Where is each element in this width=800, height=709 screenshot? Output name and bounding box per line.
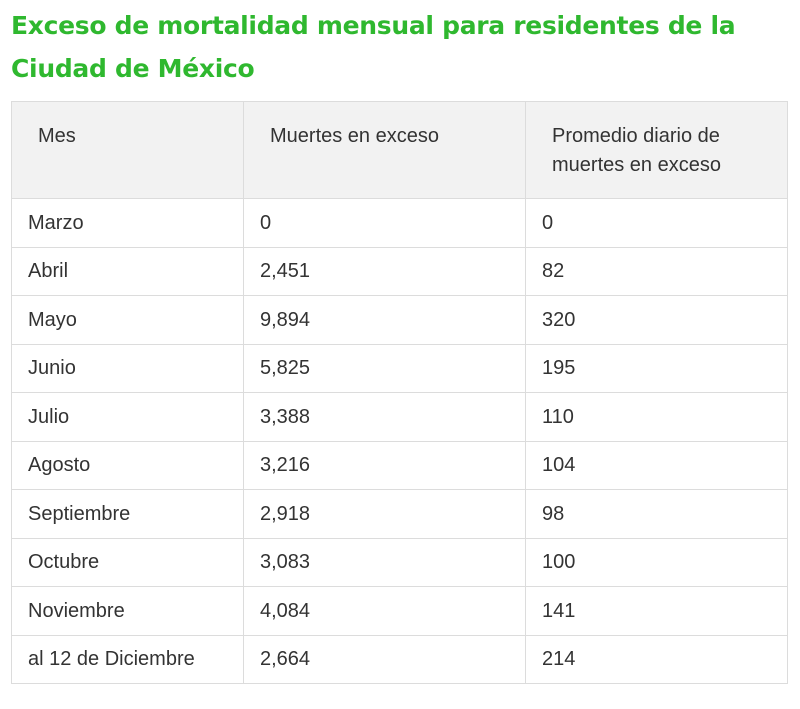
cell-month: al 12 de Diciembre	[11, 634, 244, 684]
table-row: Julio 3,388 110	[11, 392, 788, 442]
cell-excess-deaths: 2,451	[243, 246, 526, 296]
cell-excess-deaths: 2,664	[243, 634, 526, 684]
table-row: Mayo 9,894 320	[11, 295, 788, 345]
cell-daily-average: 0	[525, 198, 788, 248]
cell-excess-deaths: 3,216	[243, 440, 526, 490]
cell-month: Abril	[11, 246, 244, 296]
cell-daily-average: 195	[525, 343, 788, 393]
column-header-excess-deaths: Muertes en exceso	[243, 101, 526, 199]
cell-excess-deaths: 4,084	[243, 586, 526, 636]
page-title: Exceso de mortalidad mensual para reside…	[11, 11, 736, 83]
table-header-row: Mes Muertes en exceso Promedio diario de…	[11, 101, 788, 199]
table-row: Marzo 0 0	[11, 198, 788, 248]
table-row: Abril 2,451 82	[11, 246, 788, 296]
table-row: Septiembre 2,918 98	[11, 489, 788, 539]
table-row: Agosto 3,216 104	[11, 440, 788, 490]
cell-excess-deaths: 3,388	[243, 392, 526, 442]
table-row: Junio 5,825 195	[11, 343, 788, 393]
column-header-daily-average: Promedio diario de muertes en exceso	[525, 101, 788, 199]
cell-month: Junio	[11, 343, 244, 393]
column-header-month: Mes	[11, 101, 244, 199]
table-row: Noviembre 4,084 141	[11, 586, 788, 636]
table-body: Marzo 0 0 Abril 2,451 82 Mayo 9,894 320 …	[11, 198, 788, 684]
mortality-table-container: Mes Muertes en exceso Promedio diario de…	[11, 101, 788, 686]
cell-daily-average: 82	[525, 246, 788, 296]
mortality-table: Mes Muertes en exceso Promedio diario de…	[11, 101, 788, 684]
table-row: al 12 de Diciembre 2,664 214	[11, 634, 788, 684]
cell-daily-average: 141	[525, 586, 788, 636]
cell-excess-deaths: 5,825	[243, 343, 526, 393]
cell-month: Octubre	[11, 537, 244, 587]
cell-daily-average: 104	[525, 440, 788, 490]
cell-daily-average: 320	[525, 295, 788, 345]
cell-month: Mayo	[11, 295, 244, 345]
cell-month: Septiembre	[11, 489, 244, 539]
cell-daily-average: 214	[525, 634, 788, 684]
cell-excess-deaths: 9,894	[243, 295, 526, 345]
cell-month: Marzo	[11, 198, 244, 248]
cell-month: Agosto	[11, 440, 244, 490]
cell-month: Julio	[11, 392, 244, 442]
cell-daily-average: 98	[525, 489, 788, 539]
table-header: Mes Muertes en exceso Promedio diario de…	[11, 101, 788, 199]
table-row: Octubre 3,083 100	[11, 537, 788, 587]
cell-month: Noviembre	[11, 586, 244, 636]
cell-excess-deaths: 0	[243, 198, 526, 248]
cell-daily-average: 100	[525, 537, 788, 587]
cell-excess-deaths: 3,083	[243, 537, 526, 587]
cell-excess-deaths: 2,918	[243, 489, 526, 539]
cell-daily-average: 110	[525, 392, 788, 442]
